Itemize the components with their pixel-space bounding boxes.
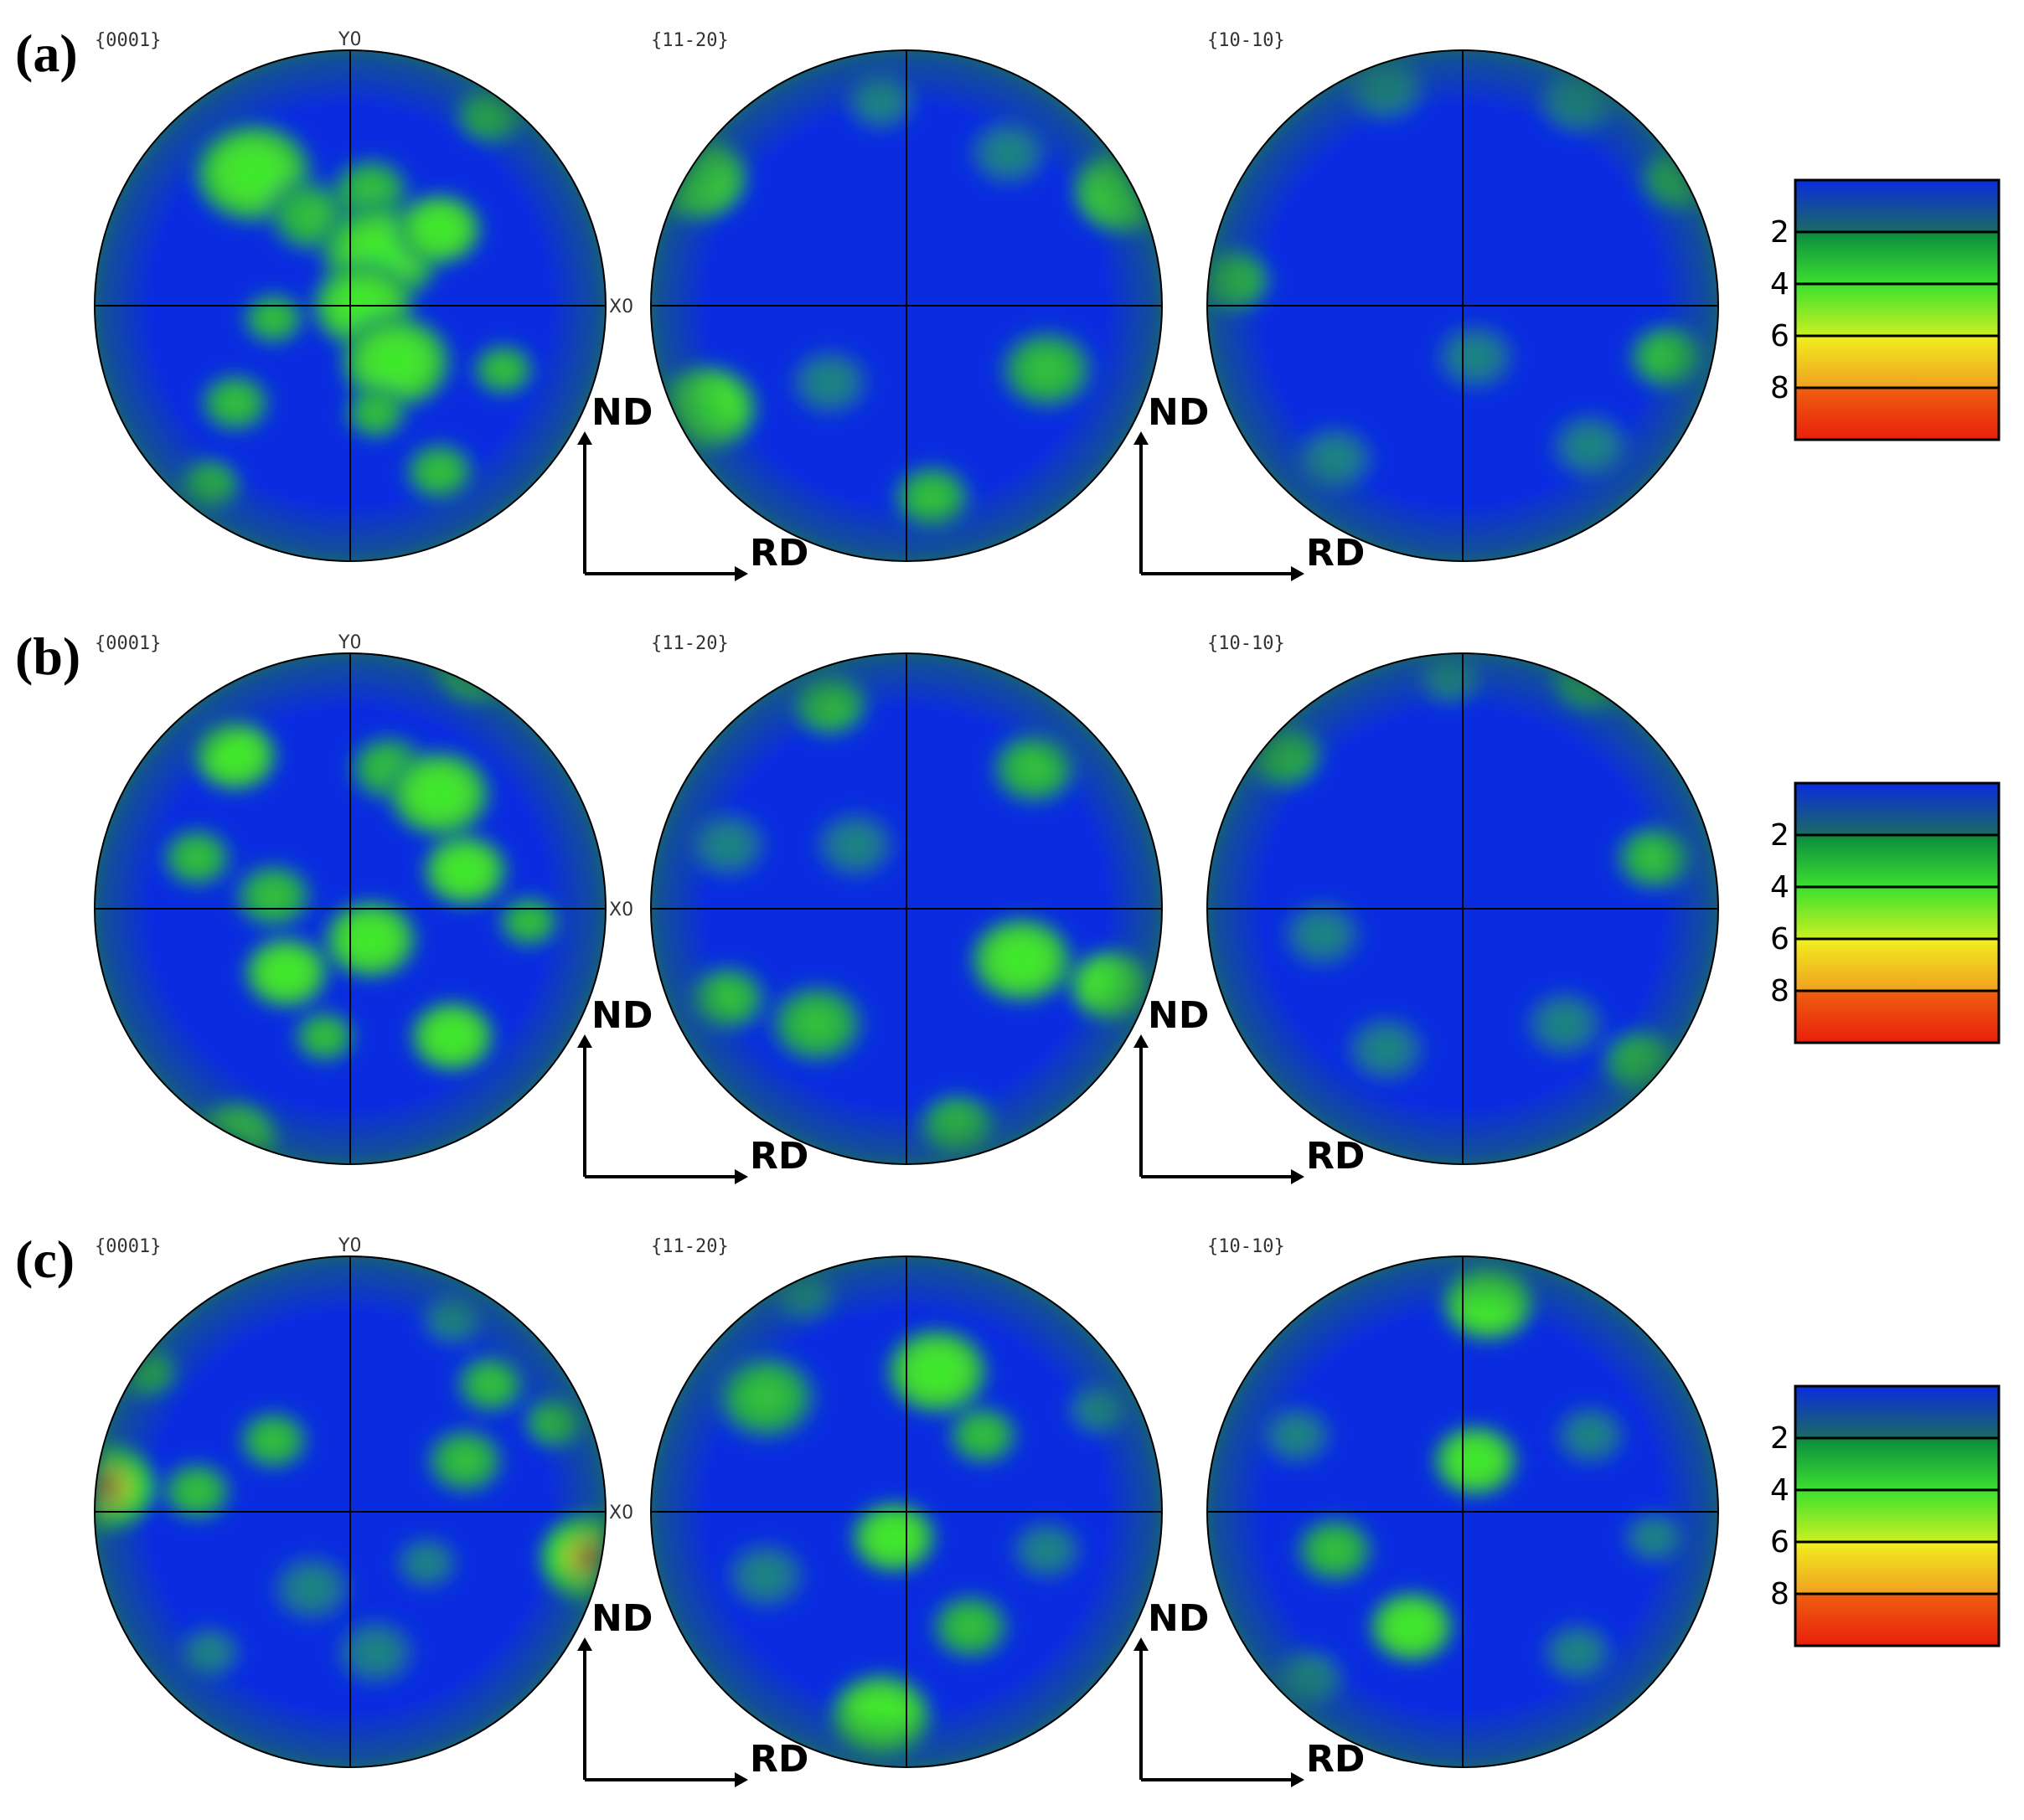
- pole-figure: {0001} Y0 X0: [94, 1235, 633, 1768]
- pole-label: {10-10}: [1207, 633, 1285, 654]
- rd-label: RD: [1306, 1738, 1365, 1781]
- nd-rd-arrows: ND RD: [577, 391, 808, 581]
- color-scale: 2 4 6 8: [1770, 178, 2001, 441]
- row-b: (b) {0001} Y0 X0 ND RD {11-20} ND RD {10-10} 2 4 6 8: [15, 626, 2001, 1184]
- pole-figure: {11-20}: [650, 1236, 1163, 1768]
- pole-label: {11-20}: [651, 30, 729, 51]
- color-scale-label: 8: [1770, 974, 1789, 1008]
- color-scale-label: 8: [1770, 371, 1789, 405]
- nd-label: ND: [591, 1597, 653, 1640]
- color-scale-label: 6: [1770, 1525, 1789, 1560]
- color-scale-band: [1795, 1490, 1999, 1542]
- nd-arrowhead: [1133, 431, 1149, 445]
- color-scale-band: [1795, 1438, 1999, 1490]
- color-scale-band: [1795, 1542, 1999, 1594]
- pole-figure: {11-20}: [650, 633, 1163, 1165]
- nd-rd-arrows: ND RD: [1133, 391, 1365, 581]
- color-scale-band: [1795, 336, 1999, 388]
- nd-arrowhead: [1133, 1637, 1149, 1651]
- row-a: (a) {0001} Y0 X0 ND RD {11-20} ND RD {10-10} 2 4 6 8: [15, 23, 2001, 581]
- pole-label: {0001}: [95, 633, 161, 654]
- pole-label: {11-20}: [651, 633, 729, 654]
- nd-label: ND: [591, 391, 653, 434]
- color-scale-band: [1795, 991, 1999, 1043]
- pole-figure: {11-20}: [650, 30, 1163, 562]
- nd-label: ND: [1148, 1597, 1209, 1640]
- color-scale-band: [1795, 835, 1999, 887]
- rd-label: RD: [1306, 532, 1365, 575]
- color-scale-label: 2: [1770, 215, 1789, 250]
- pole-figure: {0001} Y0 X0: [94, 632, 633, 1165]
- color-scale-frame: [1794, 178, 2001, 441]
- nd-arrowhead: [1133, 1034, 1149, 1048]
- x0-label: X0: [609, 296, 633, 317]
- panel-label: (a): [15, 23, 78, 83]
- nd-label: ND: [1148, 994, 1209, 1037]
- color-scale-band: [1795, 939, 1999, 991]
- panel-label: (c): [15, 1230, 75, 1289]
- x0-label: X0: [609, 1503, 633, 1524]
- color-scale-frame: [1794, 781, 2001, 1044]
- nd-rd-arrows: ND RD: [577, 994, 808, 1184]
- rd-arrowhead: [1291, 566, 1304, 581]
- pole-label: {0001}: [95, 1236, 161, 1257]
- y0-label: Y0: [338, 632, 361, 653]
- rd-arrowhead: [735, 566, 748, 581]
- color-scale-band: [1795, 180, 1999, 232]
- nd-rd-arrows: ND RD: [1133, 994, 1365, 1184]
- color-scale-band: [1795, 388, 1999, 440]
- color-scale-label: 4: [1770, 267, 1789, 302]
- rd-arrowhead: [1291, 1169, 1304, 1184]
- pole-label: {0001}: [95, 30, 161, 51]
- rd-label: RD: [750, 1135, 808, 1178]
- rd-label: RD: [750, 1738, 808, 1781]
- color-scale: 2 4 6 8: [1770, 1384, 2001, 1647]
- y0-label: Y0: [338, 1235, 361, 1256]
- color-scale-label: 2: [1770, 818, 1789, 853]
- nd-rd-arrows: ND RD: [1133, 1597, 1365, 1787]
- color-scale-label: 2: [1770, 1421, 1789, 1456]
- color-scale-band: [1795, 232, 1999, 284]
- color-scale-band: [1795, 1386, 1999, 1438]
- color-scale-label: 4: [1770, 870, 1789, 905]
- nd-rd-arrows: ND RD: [577, 1597, 808, 1787]
- color-scale-label: 4: [1770, 1473, 1789, 1508]
- rd-arrowhead: [735, 1169, 748, 1184]
- row-c: (c) {0001} Y0 X0 ND RD {11-20} ND RD {10-10} 2 4 6 8: [15, 1230, 2001, 1787]
- rd-label: RD: [1306, 1135, 1365, 1178]
- rd-arrowhead: [1291, 1772, 1304, 1787]
- pole-label: {10-10}: [1207, 1236, 1285, 1257]
- color-scale-label: 8: [1770, 1577, 1789, 1611]
- nd-arrowhead: [577, 1637, 592, 1651]
- color-scale-label: 6: [1770, 319, 1789, 353]
- nd-arrowhead: [577, 1034, 592, 1048]
- pole-figure: {10-10}: [1206, 30, 1719, 562]
- color-scale-band: [1795, 1594, 1999, 1646]
- nd-arrowhead: [577, 431, 592, 445]
- color-scale: 2 4 6 8: [1770, 781, 2001, 1044]
- pole-figure: {10-10}: [1206, 633, 1719, 1165]
- rd-arrowhead: [735, 1772, 748, 1787]
- y0-label: Y0: [338, 29, 361, 50]
- color-scale-band: [1795, 783, 1999, 835]
- nd-label: ND: [591, 994, 653, 1037]
- color-scale-band: [1795, 887, 1999, 939]
- pole-label: {11-20}: [651, 1236, 729, 1257]
- panel-label: (b): [15, 626, 80, 686]
- color-scale-frame: [1794, 1384, 2001, 1647]
- rd-label: RD: [750, 532, 808, 575]
- color-scale-label: 6: [1770, 922, 1789, 956]
- color-scale-band: [1795, 284, 1999, 336]
- pole-figure: {10-10}: [1206, 1236, 1719, 1768]
- x0-label: X0: [609, 900, 633, 920]
- pole-figure: {0001} Y0 X0: [94, 29, 633, 562]
- nd-label: ND: [1148, 391, 1209, 434]
- pole-label: {10-10}: [1207, 30, 1285, 51]
